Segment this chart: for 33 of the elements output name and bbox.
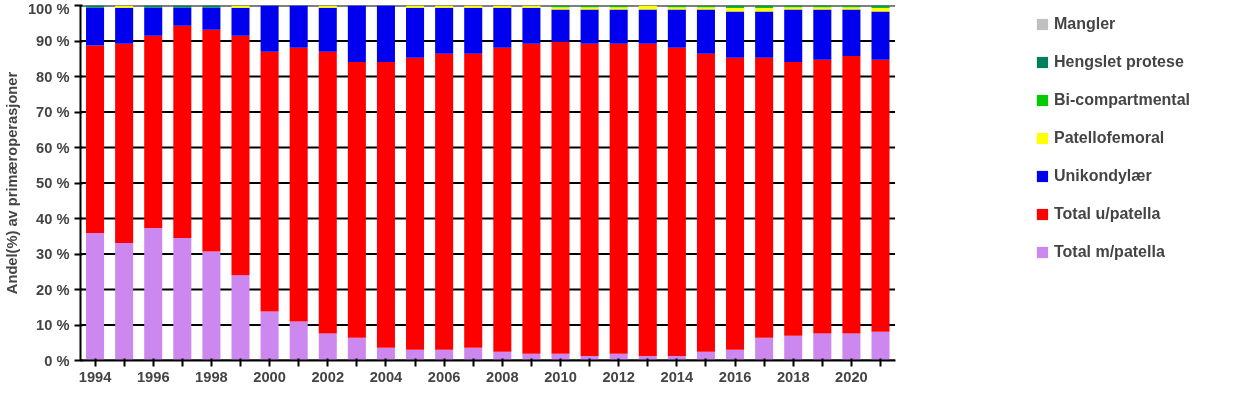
legend-label: Total m/patella xyxy=(1053,243,1165,261)
y-tick-label: 40 % xyxy=(36,210,70,227)
y-tick-label: 100 % xyxy=(27,0,70,17)
legend-label: Patellofemoral xyxy=(1053,129,1165,147)
y-tick-label: 80 % xyxy=(36,68,70,85)
x-tick-label: 2012 xyxy=(602,368,635,385)
x-tick-label: 1998 xyxy=(195,368,228,385)
y-axis-title: Andel(%) av primæroperasjoner xyxy=(3,71,20,295)
x-tick-label: 2010 xyxy=(544,368,577,385)
y-tick-label: 0 % xyxy=(44,352,70,369)
x-tick-label: 2006 xyxy=(427,368,461,385)
legend-label: Bi-compartmental xyxy=(1053,91,1190,109)
y-tick-label: 20 % xyxy=(36,281,70,298)
y-tick-label: 70 % xyxy=(36,104,70,120)
legend-label: Total u/patella xyxy=(1053,205,1161,223)
legend-label: Hengslet protese xyxy=(1053,53,1184,71)
x-tick-label: 2008 xyxy=(486,368,519,385)
x-tick-label: 2016 xyxy=(718,368,752,385)
y-tick-label: 50 % xyxy=(36,175,70,191)
y-tick-label: 10 % xyxy=(36,317,70,333)
y-tick-label: 60 % xyxy=(36,139,70,156)
x-tick-label: 2004 xyxy=(369,368,404,385)
x-tick-label: 2014 xyxy=(660,368,695,385)
x-tick-label: 1996 xyxy=(136,368,170,385)
legend-label: Mangler xyxy=(1053,15,1116,33)
x-tick-label: 2020 xyxy=(835,368,868,385)
x-tick-label: 1994 xyxy=(78,368,113,385)
y-tick-label: 90 % xyxy=(36,33,70,49)
y-tick-label: 30 % xyxy=(36,246,70,262)
legend-label: Unikondylær xyxy=(1053,167,1152,185)
x-tick-label: 2000 xyxy=(253,368,286,385)
x-tick-label: 2002 xyxy=(311,368,345,385)
x-tick-label: 2018 xyxy=(776,368,810,385)
